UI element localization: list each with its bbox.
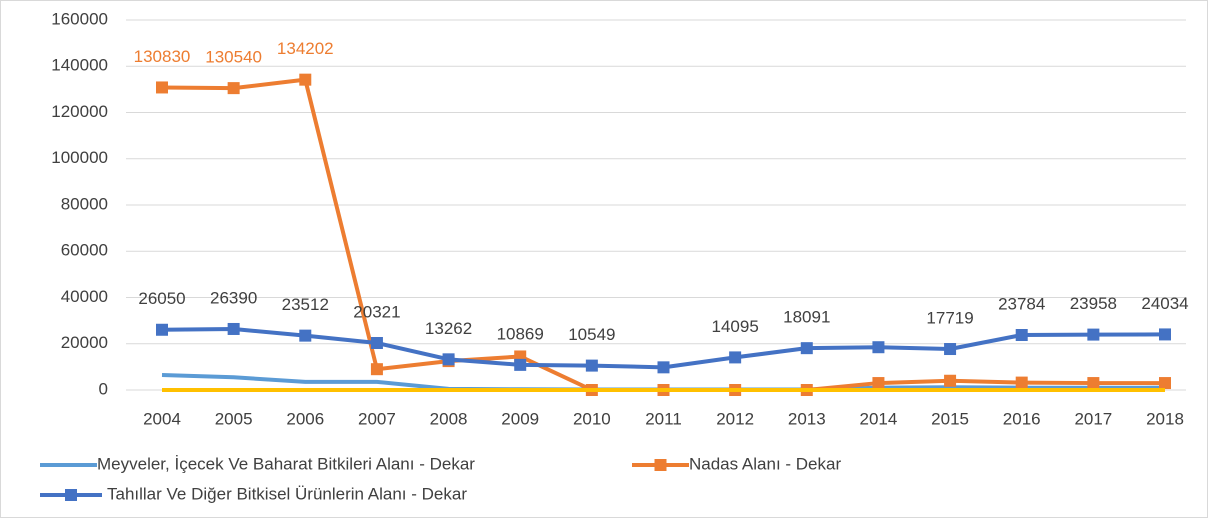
marker [944,343,957,356]
x-tick-label: 2008 [430,409,468,428]
y-tick-label: 20000 [61,333,108,352]
data-label: 130540 [205,48,262,67]
data-label: 13262 [425,319,472,338]
y-tick-label: 120000 [51,102,108,121]
x-tick-label: 2005 [215,409,253,428]
legend-label: Nadas Alanı - Dekar [689,454,841,473]
marker [800,342,813,355]
data-label: 23512 [282,295,329,314]
data-label: 134202 [277,39,334,58]
y-tick-label: 40000 [61,287,108,306]
x-tick-label: 2017 [1074,409,1112,428]
x-tick-label: 2016 [1003,409,1041,428]
data-label: 20321 [353,302,400,321]
marker [1087,377,1100,390]
data-label: 26390 [210,288,257,307]
y-tick-label: 0 [99,379,108,398]
marker [1087,328,1100,341]
x-tick-label: 2006 [286,409,324,428]
marker [370,363,383,376]
marker [657,361,670,374]
data-label: 17719 [926,309,973,328]
marker [156,81,168,94]
x-tick-label: 2014 [860,409,898,428]
legend-marker [654,459,667,471]
marker [299,329,312,342]
marker [1159,328,1171,341]
marker [585,359,598,372]
legend-label: Tahıllar Ve Diğer Bitkisel Ürünlerin Ala… [107,484,467,503]
data-label: 18091 [783,308,830,327]
data-label: 14095 [712,317,759,336]
y-tick-label: 160000 [51,9,108,28]
x-tick-label: 2010 [573,409,611,428]
legend-marker [65,489,77,501]
data-label: 23784 [998,294,1045,313]
marker [156,323,168,336]
x-tick-label: 2018 [1146,409,1184,428]
x-tick-label: 2012 [716,409,754,428]
marker [944,374,957,387]
y-tick-label: 80000 [61,194,108,213]
x-tick-label: 2004 [143,409,181,428]
marker [872,377,885,390]
marker [1015,376,1028,389]
legend-label: Meyveler, İçecek Ve Baharat Bitkileri Al… [97,454,475,473]
x-tick-label: 2007 [358,409,396,428]
x-tick-label: 2009 [501,409,539,428]
marker [872,341,885,354]
data-label: 10869 [497,324,544,343]
x-tick-label: 2011 [645,409,682,428]
data-label: 10549 [568,325,615,344]
y-tick-label: 60000 [61,241,108,260]
marker [1015,328,1028,341]
marker [514,358,527,371]
y-tick-label: 100000 [51,148,108,167]
marker [299,73,312,86]
marker [729,351,742,364]
x-tick-label: 2015 [931,409,969,428]
marker [227,322,240,335]
y-tick-label: 140000 [51,56,108,75]
data-label: 130830 [134,47,191,66]
marker [1159,377,1171,390]
marker [227,82,240,95]
marker [370,337,383,350]
data-label: 23958 [1070,294,1117,313]
data-label: 26050 [138,289,185,308]
marker [442,353,455,366]
x-tick-label: 2013 [788,409,826,428]
data-label: 24034 [1141,294,1188,313]
